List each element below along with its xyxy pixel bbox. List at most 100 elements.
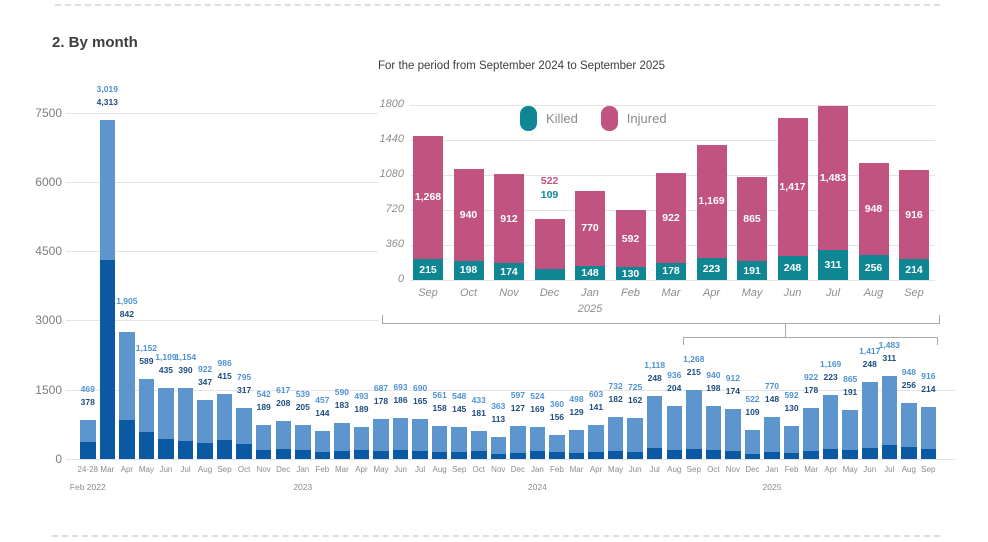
main-x-axis-month-label: Feb: [784, 465, 799, 474]
inset-bar-injured-segment: [615, 209, 646, 268]
main-bar-killed-segment: [666, 449, 682, 459]
main-bar-injured-segment: [216, 394, 233, 440]
main-killed-value-label: 311: [882, 353, 897, 364]
main-injured-value-label: 539: [295, 388, 310, 399]
inset-injured-value-label: 940: [459, 209, 478, 222]
main-x-axis-month-label: Sep: [686, 465, 701, 474]
main-x-axis-year-label: 2023: [293, 482, 313, 492]
killed-legend-label: Killed: [546, 111, 578, 126]
main-x-axis-month-label: Oct: [707, 465, 720, 474]
inset-killed-value-label: 178: [662, 265, 680, 278]
main-bar-injured-segment: [510, 425, 526, 454]
main-x-axis-month-label: Jul: [180, 465, 191, 474]
main-bar-injured-segment: [764, 416, 780, 453]
inset-injured-value-label: 1,268: [414, 191, 442, 204]
main-bar-injured-segment: [627, 418, 643, 452]
inset-y-axis-tick-label: 1080: [379, 168, 404, 180]
inset-killed-value-label: 130: [621, 267, 640, 280]
main-bar-injured-segment: [725, 408, 741, 451]
callout-bracket-lower: [683, 337, 938, 338]
main-injured-value-label: 1,483: [878, 340, 900, 351]
main-x-axis-month-label: Nov: [725, 465, 740, 474]
main-bar-injured-segment: [588, 424, 604, 453]
killed-legend-swatch: [520, 106, 537, 131]
inset-bar-killed-segment: [858, 255, 889, 280]
main-x-axis-month-label: Dec: [745, 465, 760, 474]
main-bar-killed-segment: [725, 450, 741, 459]
main-x-axis-month-label: Mar: [335, 465, 349, 474]
inset-x-axis-month-label: Jun: [783, 287, 802, 299]
main-x-axis-month-label: Apr: [355, 465, 368, 474]
main-bar-injured-segment: [490, 437, 507, 454]
inset-killed-value-label: 198: [459, 264, 478, 277]
main-bar-killed-segment: [568, 453, 585, 459]
main-injured-value-label: 590: [334, 387, 349, 398]
inset-injured-value-label: 522: [540, 174, 559, 187]
main-bar-injured-segment: [255, 425, 272, 451]
main-killed-value-label: 205: [295, 401, 310, 412]
main-bar-injured-segment: [412, 419, 428, 452]
main-x-axis-month-label: Mar: [569, 465, 584, 474]
injured-legend-swatch: [600, 106, 618, 131]
main-bar-killed-segment: [431, 451, 448, 459]
inset-bar-killed-segment: [615, 267, 646, 280]
inset-killed-value-label: 174: [500, 265, 518, 278]
inset-bar-injured-segment: [413, 135, 443, 260]
main-bar-killed-segment: [686, 449, 702, 459]
main-injured-value-label: 524: [530, 390, 545, 401]
inset-injured-value-label: 1,483: [819, 171, 847, 184]
main-bar-injured-segment: [138, 378, 155, 432]
main-injured-value-label: 542: [256, 389, 271, 400]
main-x-axis-month-label: Jun: [394, 465, 407, 474]
inset-injured-value-label: 912: [500, 212, 518, 225]
main-bar-killed-segment: [744, 453, 761, 459]
main-injured-value-label: 865: [843, 374, 858, 385]
main-killed-value-label: 189: [354, 404, 369, 415]
main-bar-injured-segment: [744, 429, 761, 454]
main-killed-value-label: 378: [80, 396, 95, 407]
main-bar-injured-segment: [705, 406, 722, 450]
main-killed-value-label: 169: [530, 403, 545, 414]
main-y-axis-tick-label: 0: [55, 452, 62, 466]
main-injured-value-label: 457: [315, 395, 330, 406]
main-bar-injured-segment: [80, 419, 96, 442]
main-injured-value-label: 493: [354, 391, 369, 402]
main-injured-value-label: 592: [784, 389, 799, 400]
main-killed-value-label: 130: [784, 402, 799, 413]
main-bar-injured-segment: [822, 394, 839, 449]
main-injured-value-label: 469: [80, 383, 95, 394]
main-x-axis-month-label: 24-28: [77, 465, 98, 474]
inset-killed-value-label: 248: [783, 261, 802, 274]
inset-bar-injured-segment: [656, 173, 686, 263]
main-injured-value-label: 603: [588, 388, 604, 399]
main-x-axis-month-label: May: [842, 465, 858, 474]
main-bar-killed-segment: [392, 450, 409, 459]
main-killed-value-label: 215: [686, 367, 701, 378]
main-bar-killed-segment: [451, 452, 467, 459]
main-bar-killed-segment: [529, 451, 546, 459]
main-bar-injured-segment: [353, 427, 370, 451]
main-bar-killed-segment: [783, 452, 800, 459]
main-killed-value-label: 208: [276, 397, 291, 408]
inset-chart-subtitle: For the period from September 2024 to Se…: [378, 60, 666, 72]
main-killed-value-label: 223: [823, 371, 838, 382]
inset-bar-injured-segment: [818, 105, 848, 250]
main-bar-killed-segment: [99, 259, 116, 459]
main-injured-value-label: 940: [706, 370, 721, 381]
callout-bracket-upper-left-tick: [382, 315, 383, 323]
inset-gridline: [410, 105, 935, 106]
inset-gridline: [410, 280, 935, 281]
main-x-axis-month-label: Sep: [921, 465, 936, 474]
main-x-axis-month-label: Jun: [863, 465, 877, 474]
main-x-axis-month-label: May: [138, 465, 154, 474]
callout-bracket-connector: [785, 323, 786, 337]
main-x-axis-month-label: Jul: [414, 465, 426, 474]
inset-x-axis-month-label: Nov: [499, 287, 519, 299]
main-bar-injured-segment: [803, 408, 819, 451]
inset-bar-killed-segment: [737, 261, 767, 280]
inset-bar-injured-segment: [534, 218, 565, 270]
main-killed-value-label: 156: [549, 412, 565, 423]
inset-bar-injured-segment: [494, 174, 524, 264]
inset-x-axis-month-label: Jul: [825, 287, 841, 299]
main-bar-killed-segment: [236, 444, 252, 459]
